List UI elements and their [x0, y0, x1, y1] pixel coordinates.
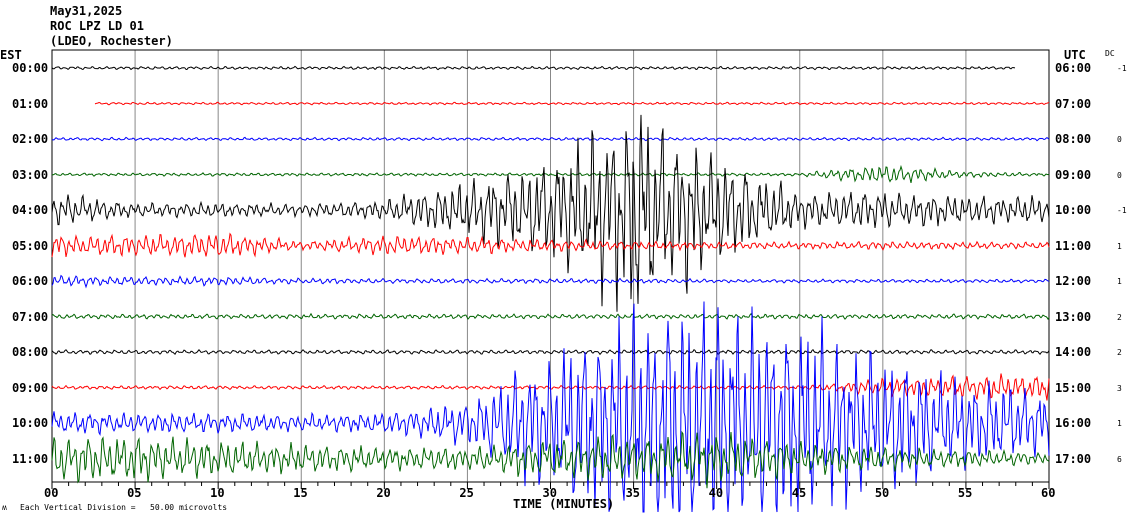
x-tick-label: 35: [625, 486, 641, 500]
trace-0800: [51, 348, 1050, 356]
utc-label: 16:00: [1055, 416, 1092, 430]
trace-0000: [51, 65, 1016, 71]
trace-0600: [51, 274, 1050, 289]
est-label: 08:00: [12, 345, 49, 359]
est-axis-title: EST: [0, 48, 22, 62]
corner-mark: ʍ: [2, 503, 7, 512]
header-station: ROC LPZ LD 01: [50, 19, 144, 33]
dc-value: 0: [1117, 135, 1122, 144]
dc-value: 2: [1117, 312, 1122, 322]
scale-label: Each Vertical Division = 50.00 microvolt…: [20, 503, 228, 512]
est-label: 04:00: [12, 203, 49, 217]
est-label: 00:00: [12, 61, 49, 75]
x-tick-label: 30: [542, 486, 557, 500]
est-label: 10:00: [12, 416, 49, 430]
est-label: 01:00: [12, 96, 49, 111]
x-tick-label: 25: [459, 486, 474, 500]
est-label: 03:00: [12, 167, 49, 182]
est-label: 11:00: [12, 451, 49, 466]
trace-0400: [51, 114, 1050, 312]
est-label: 06:00: [12, 274, 49, 288]
est-label: 07:00: [12, 309, 49, 324]
x-tick-label: 50: [874, 486, 890, 500]
x-tick-label: 60: [1041, 486, 1056, 500]
dc-value: 2: [1117, 348, 1122, 357]
dc-value: 6: [1117, 454, 1122, 464]
trace-0500: [51, 232, 1050, 258]
dc-title: DC: [1105, 49, 1115, 58]
dc-value: 0: [1117, 170, 1122, 180]
utc-label: 12:00: [1055, 274, 1092, 288]
utc-label: 09:00: [1055, 167, 1092, 182]
x-tick-label: 00: [44, 486, 59, 500]
est-label: 09:00: [12, 380, 49, 395]
utc-label: 15:00: [1055, 380, 1092, 395]
x-tick-label: 15: [293, 486, 308, 500]
utc-label: 08:00: [1055, 132, 1092, 146]
header-date: May31,2025: [50, 4, 123, 18]
trace-0100: [94, 101, 1050, 106]
x-axis-label: TIME (MINUTES): [513, 497, 615, 511]
x-tick-label: 40: [708, 486, 724, 500]
x-tick-label: 55: [957, 486, 973, 500]
utc-label: 11:00: [1055, 238, 1092, 253]
dc-value: 3: [1117, 383, 1122, 393]
dc-value: 1: [1117, 241, 1122, 251]
utc-label: 10:00: [1055, 203, 1092, 217]
x-tick-label: 10: [210, 486, 225, 500]
trace-1100: [51, 430, 1050, 489]
trace-0300: [51, 164, 1050, 184]
header-network: (LDEO, Rochester): [50, 34, 173, 48]
dc-value: -1: [1117, 64, 1127, 73]
dc-value: -1: [1117, 206, 1127, 215]
utc-label: 13:00: [1055, 309, 1092, 324]
trace-1000: [51, 301, 1050, 513]
utc-label: 17:00: [1055, 451, 1092, 466]
dc-value: 1: [1117, 419, 1122, 428]
trace-0200: [51, 136, 1050, 142]
utc-label: 14:00: [1055, 345, 1092, 359]
utc-axis-title: UTC: [1064, 48, 1086, 62]
utc-label: 07:00: [1055, 96, 1092, 111]
est-label: 05:00: [12, 238, 49, 253]
est-label: 02:00: [12, 132, 49, 146]
x-tick-label: 05: [127, 486, 142, 500]
utc-label: 06:00: [1055, 61, 1092, 75]
trace-0700: [51, 312, 1050, 321]
x-tick-label: 45: [791, 486, 807, 500]
x-tick-label: 20: [376, 486, 391, 500]
dc-value: 1: [1117, 277, 1122, 286]
